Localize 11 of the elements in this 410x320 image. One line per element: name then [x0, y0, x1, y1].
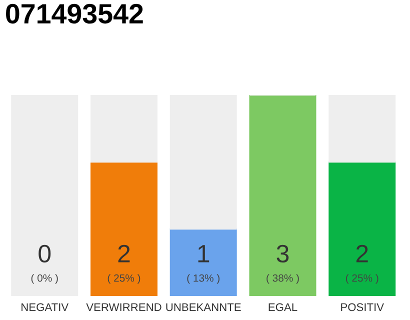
data-label: 2 ( 25% )	[108, 244, 140, 284]
x-tick-label: VERWIRREND	[86, 303, 162, 311]
data-label: 1 ( 13% )	[187, 245, 220, 284]
x-tick-label: POSITIV	[341, 303, 384, 312]
x-tick-label: EGAL	[268, 303, 298, 312]
chart-title: 071493542	[6, 4, 143, 24]
x-tick-label: NEGATIV	[22, 303, 69, 312]
data-label: 0 ( 0% )	[31, 244, 58, 284]
data-label: 2 ( 25% )	[346, 244, 378, 284]
data-label: 3 ( 38% )	[266, 244, 299, 284]
x-tick-label: UNBEKANNTE	[166, 303, 241, 312]
